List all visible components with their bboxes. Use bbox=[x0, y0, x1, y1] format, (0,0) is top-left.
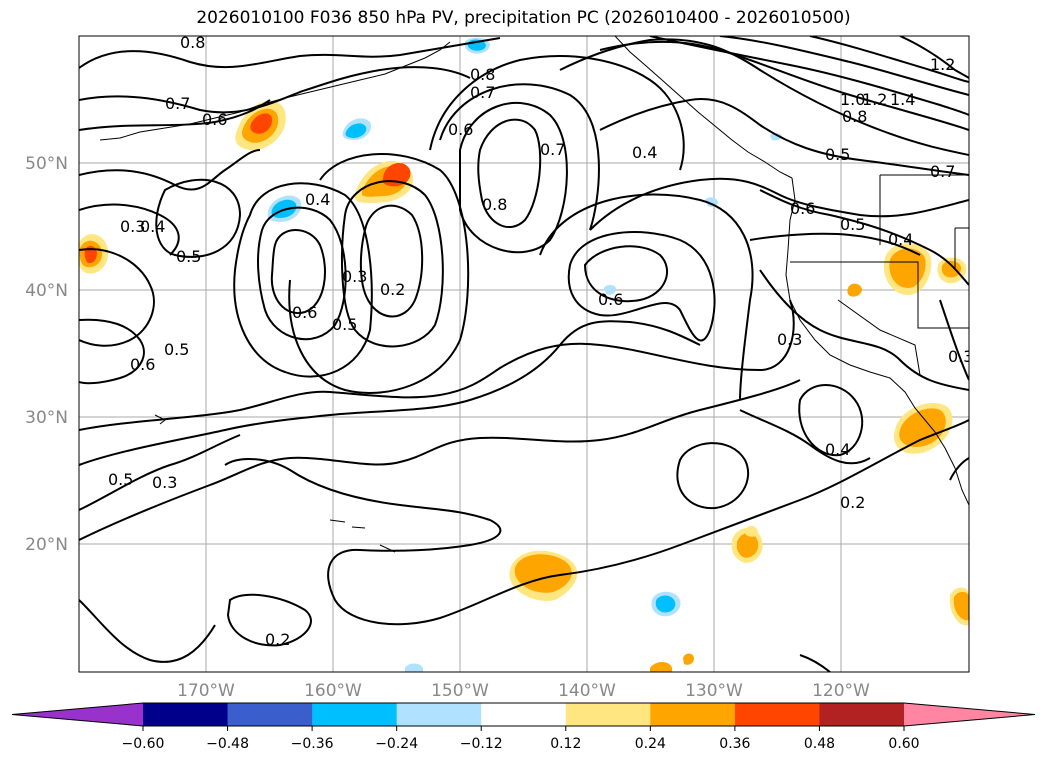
colorbar-swatch bbox=[227, 703, 313, 726]
contour-label: 1.4 bbox=[890, 90, 915, 109]
contour-label: 1.2 bbox=[862, 90, 887, 109]
contour-label: 0.4 bbox=[888, 230, 913, 249]
lon-label-160w: 160°W bbox=[304, 681, 362, 701]
colorbar: −0.60 −0.48 −0.36 −0.24 −0.12 0.12 0.24 0.36 0.4… bbox=[11, 702, 1036, 752]
contour-label: 1.2 bbox=[930, 55, 955, 74]
contour-label: 0.4 bbox=[632, 143, 657, 162]
contour-label: 0.3 bbox=[777, 330, 802, 349]
lon-label-150w: 150°W bbox=[431, 681, 489, 701]
colorbar-tick-label: 0.48 bbox=[804, 736, 835, 752]
contour-label: 0.8 bbox=[470, 65, 495, 84]
plot-frame bbox=[78, 35, 970, 673]
contour-label: 0.4 bbox=[305, 190, 330, 209]
contour-label: 0.7 bbox=[930, 162, 955, 181]
contour-label: 0.5 bbox=[108, 470, 133, 489]
lon-label-170w: 170°W bbox=[177, 681, 235, 701]
lon-label-120w: 120°W bbox=[812, 681, 870, 701]
colorbar-swatch bbox=[734, 703, 820, 726]
lon-label-140w: 140°W bbox=[558, 681, 616, 701]
lon-label-130w: 130°W bbox=[685, 681, 743, 701]
contour-label: 0.6 bbox=[598, 290, 623, 309]
colorbar-extend-max bbox=[904, 703, 1035, 726]
contour-label: 0.7 bbox=[165, 94, 190, 113]
contour-label: 0.7 bbox=[540, 140, 565, 159]
contour-label: 0.8 bbox=[482, 195, 507, 214]
colorbar-swatch bbox=[565, 703, 651, 726]
contour-label: 0.4 bbox=[140, 217, 165, 236]
contour-label: 0.6 bbox=[448, 120, 473, 139]
colorbar-swatch bbox=[143, 703, 229, 726]
contour-label: 0.5 bbox=[825, 145, 850, 164]
contour-label: 0.2 bbox=[265, 630, 290, 649]
colorbar-tick-label: −0.36 bbox=[291, 736, 334, 752]
precip-shading bbox=[79, 37, 969, 672]
colorbar-tick-label: −0.60 bbox=[122, 736, 165, 752]
contour-label: 0.5 bbox=[164, 340, 189, 359]
contour-label-group: 0.7 0.6 0.8 0.8 0.7 0.6 0.4 0.7 0.8 1.2 … bbox=[108, 33, 973, 649]
contour-label: 0.5 bbox=[332, 315, 357, 334]
colorbar-tick-label: −0.12 bbox=[460, 736, 503, 752]
contour-label: 1.0 bbox=[840, 90, 865, 109]
contour-label: 0.2 bbox=[840, 493, 865, 512]
colorbar-swatch bbox=[819, 703, 905, 726]
contour-label: 0.5 bbox=[840, 215, 865, 234]
colorbar-tick-label: 0.24 bbox=[635, 736, 666, 752]
lat-label-40n: 40°N bbox=[25, 281, 68, 301]
colorbar-tick-label: −0.24 bbox=[375, 736, 418, 752]
lat-label-30n: 30°N bbox=[25, 408, 68, 428]
lat-label-20n: 20°N bbox=[25, 535, 68, 555]
pv-contours bbox=[79, 36, 969, 672]
colorbar-swatch bbox=[312, 703, 398, 726]
contour-label: 0.4 bbox=[825, 440, 850, 459]
colorbar-swatch bbox=[650, 703, 736, 726]
graticule bbox=[79, 36, 969, 672]
contour-label: 0.3 bbox=[342, 267, 367, 286]
contour-label: 0.8 bbox=[842, 107, 867, 126]
contour-label: 0.5 bbox=[176, 247, 201, 266]
contour-label: 0.8 bbox=[180, 33, 205, 52]
lat-label-50n: 50°N bbox=[25, 154, 68, 174]
colorbar-tick-label: −0.48 bbox=[206, 736, 249, 752]
coastlines bbox=[99, 36, 969, 553]
colorbar-tick-label: 0.36 bbox=[719, 736, 750, 752]
map-title: 2026010100 F036 850 hPa PV, precipitatio… bbox=[196, 8, 851, 28]
contour-label: 0.7 bbox=[470, 83, 495, 102]
colorbar-extend-min bbox=[12, 703, 143, 726]
contour-label: 0.6 bbox=[130, 355, 155, 374]
colorbar-tick-label: 0.60 bbox=[888, 736, 919, 752]
colorbar-swatch bbox=[396, 703, 482, 726]
contour-label: 0.2 bbox=[380, 280, 405, 299]
contour-label: 0.3 bbox=[948, 347, 973, 366]
colorbar-tick-label: 0.12 bbox=[550, 736, 581, 752]
contour-label: 0.3 bbox=[120, 217, 145, 236]
contour-label: 0.6 bbox=[790, 199, 815, 218]
contour-label: 0.6 bbox=[292, 303, 317, 322]
contour-label: 0.6 bbox=[202, 110, 227, 129]
contour-label: 0.3 bbox=[152, 473, 177, 492]
colorbar-swatch bbox=[481, 703, 567, 726]
